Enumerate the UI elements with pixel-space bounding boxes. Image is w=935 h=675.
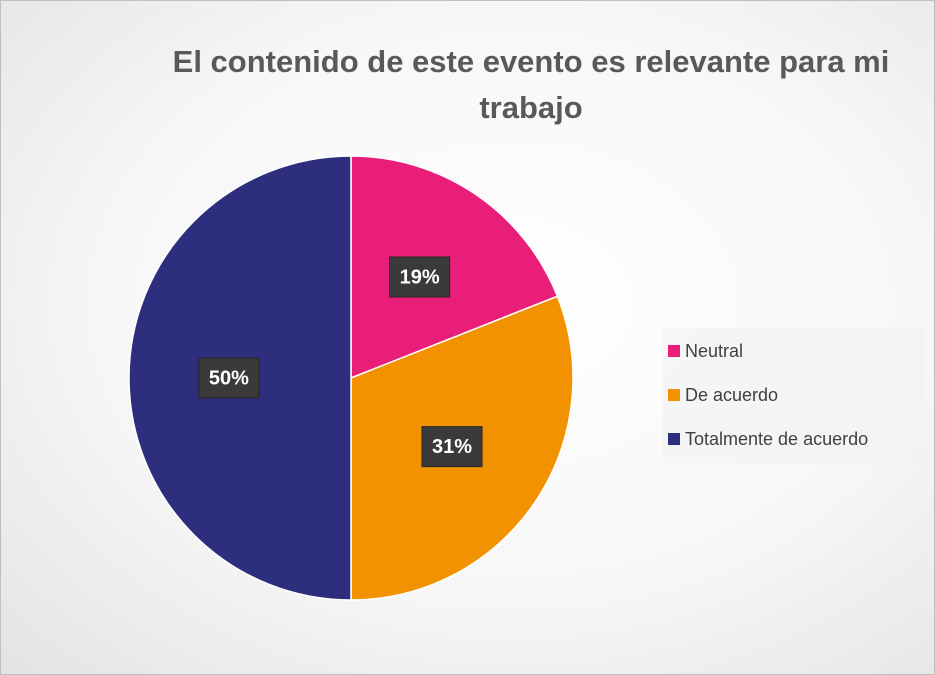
- legend-swatch: [668, 433, 680, 445]
- data-label: 50%: [209, 367, 249, 389]
- chart-title: El contenido de este evento es relevante…: [172, 44, 890, 125]
- data-label: 31%: [432, 436, 472, 458]
- legend-label: De acuerdo: [685, 385, 778, 405]
- legend-label: Neutral: [685, 341, 743, 361]
- data-label-box: [389, 256, 451, 298]
- data-label-box: [198, 357, 260, 399]
- data-label-box: [421, 426, 483, 468]
- legend-swatch: [668, 389, 680, 401]
- pie-slice: [350, 155, 559, 380]
- legend-label: Totalmente de acuerdo: [685, 429, 868, 449]
- data-label: 19%: [400, 266, 440, 288]
- legend-swatch: [668, 345, 680, 357]
- legend-box: [663, 328, 923, 463]
